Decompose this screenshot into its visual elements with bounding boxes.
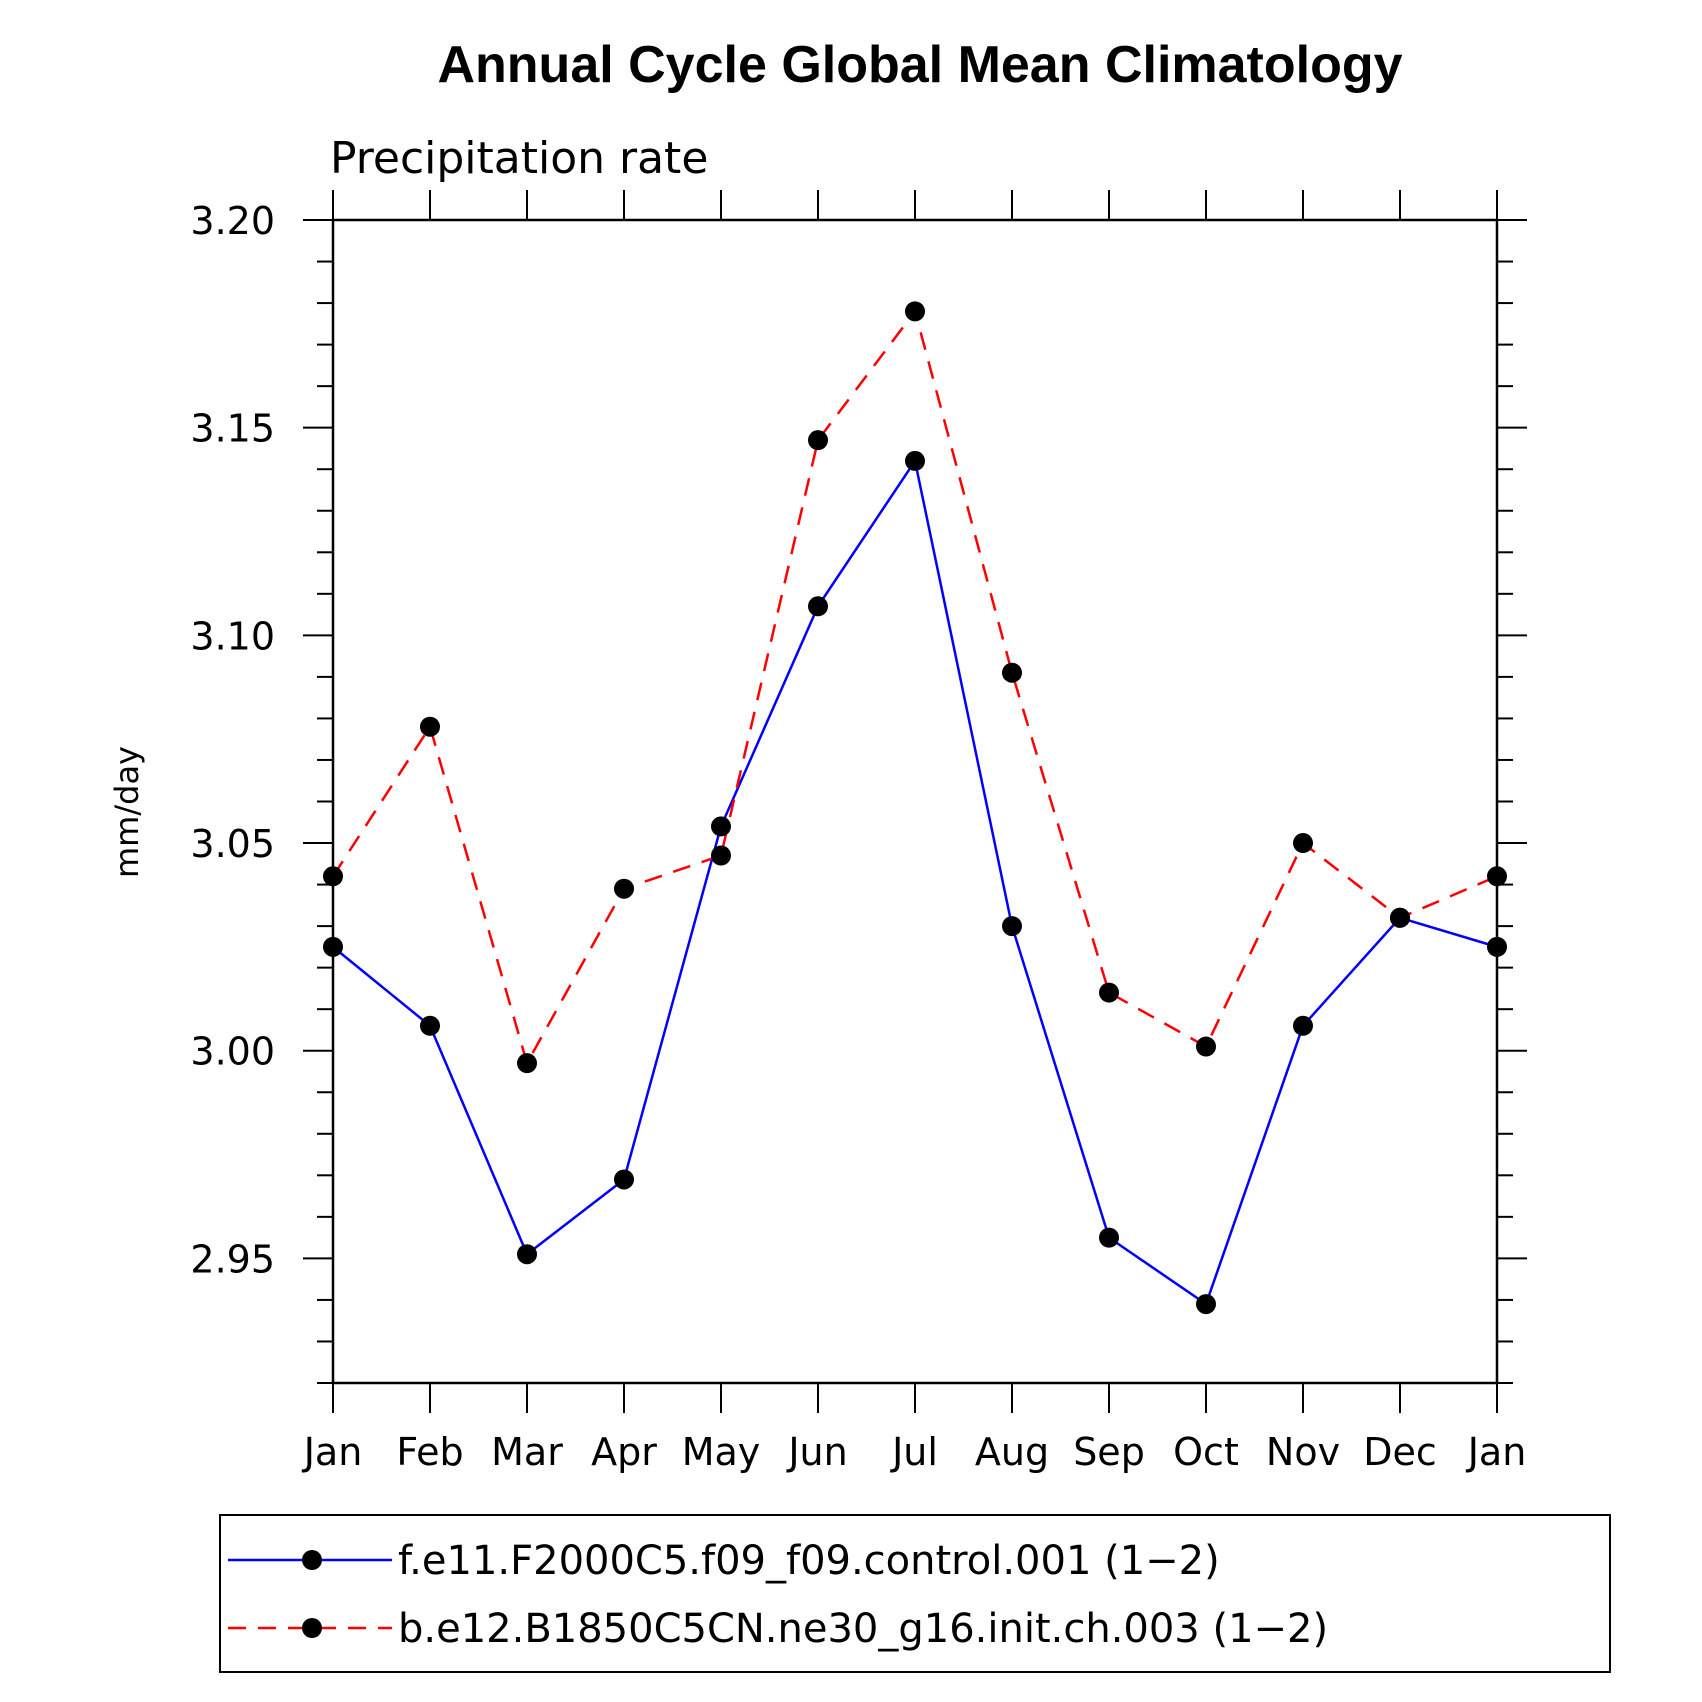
x-ticks: Jan Feb Mar Apr May Jun Jul Aug Sep Oct Nov Dec Jan bbox=[302, 190, 1527, 1474]
series-2-point bbox=[1487, 866, 1507, 887]
x-tick-label: Mar bbox=[491, 1430, 563, 1474]
series-2-point bbox=[420, 716, 440, 737]
series-1-point bbox=[1196, 1294, 1216, 1315]
series-1-point bbox=[323, 936, 343, 957]
x-tick-label: Sep bbox=[1073, 1430, 1145, 1474]
series-1-point bbox=[1099, 1227, 1119, 1248]
series-2-point bbox=[905, 301, 925, 322]
legend-label-2: b.e12.B1850C5CN.ne30_g16.init.ch.003 (1−… bbox=[398, 1606, 1328, 1652]
legend-marker-2 bbox=[302, 1618, 322, 1638]
series-1-point bbox=[808, 596, 828, 617]
y-tick-label: 2.95 bbox=[190, 1237, 275, 1281]
series-2-point bbox=[1099, 982, 1119, 1003]
series-2-point bbox=[517, 1053, 537, 1074]
series-2-point bbox=[1390, 907, 1410, 928]
series-1-point bbox=[420, 1015, 440, 1036]
x-tick-label: Jul bbox=[890, 1430, 938, 1474]
y-tick-label: 3.15 bbox=[190, 407, 275, 451]
x-tick-label: Nov bbox=[1266, 1430, 1340, 1474]
legend-label-1: f.e11.F2000C5.f09_f09.control.001 (1−2) bbox=[398, 1538, 1220, 1584]
y-tick-label: 3.10 bbox=[190, 614, 275, 658]
series-1-point bbox=[711, 816, 731, 837]
series-2-point bbox=[1002, 662, 1022, 683]
series-1-point bbox=[1487, 936, 1507, 957]
series-line-2 bbox=[331, 308, 1498, 1067]
y-tick-label: 3.05 bbox=[190, 822, 275, 866]
chart-subtitle: Precipitation rate bbox=[330, 133, 708, 184]
x-tick-label: Aug bbox=[975, 1430, 1049, 1474]
series-2-point bbox=[1196, 1036, 1216, 1057]
x-tick-label: Feb bbox=[396, 1430, 463, 1474]
x-tick-label: May bbox=[682, 1430, 761, 1474]
y-tick-label: 3.00 bbox=[190, 1030, 275, 1074]
x-tick-label: Jun bbox=[786, 1430, 847, 1474]
series-1-point bbox=[517, 1244, 537, 1265]
x-tick-label: Oct bbox=[1173, 1430, 1239, 1474]
series-1-point bbox=[614, 1169, 634, 1190]
series-2-point bbox=[323, 866, 343, 887]
y-axis-label: mm/day bbox=[108, 746, 146, 878]
series-1-point bbox=[905, 450, 925, 471]
series-2-point bbox=[711, 845, 731, 866]
series-layer bbox=[323, 301, 1507, 1315]
series-1-point bbox=[1002, 916, 1022, 937]
x-tick-label: Apr bbox=[591, 1430, 657, 1474]
legend: f.e11.F2000C5.f09_f09.control.001 (1−2) b… bbox=[219, 1514, 1611, 1673]
x-tick-label: Jan bbox=[1466, 1430, 1527, 1474]
chart-title: Annual Cycle Global Mean Climatology bbox=[437, 36, 1402, 94]
y-ticks: 3.20 3.15 3.10 3.05 3.00 2.95 bbox=[190, 199, 1527, 1384]
x-tick-label: Dec bbox=[1363, 1430, 1437, 1474]
series-2-point bbox=[1293, 833, 1313, 854]
y-tick-label: 3.20 bbox=[190, 199, 275, 243]
series-2-point bbox=[614, 878, 634, 899]
series-2-point bbox=[808, 430, 828, 451]
legend-marker-1 bbox=[302, 1550, 322, 1570]
series-1-point bbox=[1293, 1015, 1313, 1036]
series-line-1 bbox=[332, 457, 1498, 1307]
x-tick-label: Jan bbox=[302, 1430, 363, 1474]
legend-box bbox=[219, 1514, 1611, 1673]
